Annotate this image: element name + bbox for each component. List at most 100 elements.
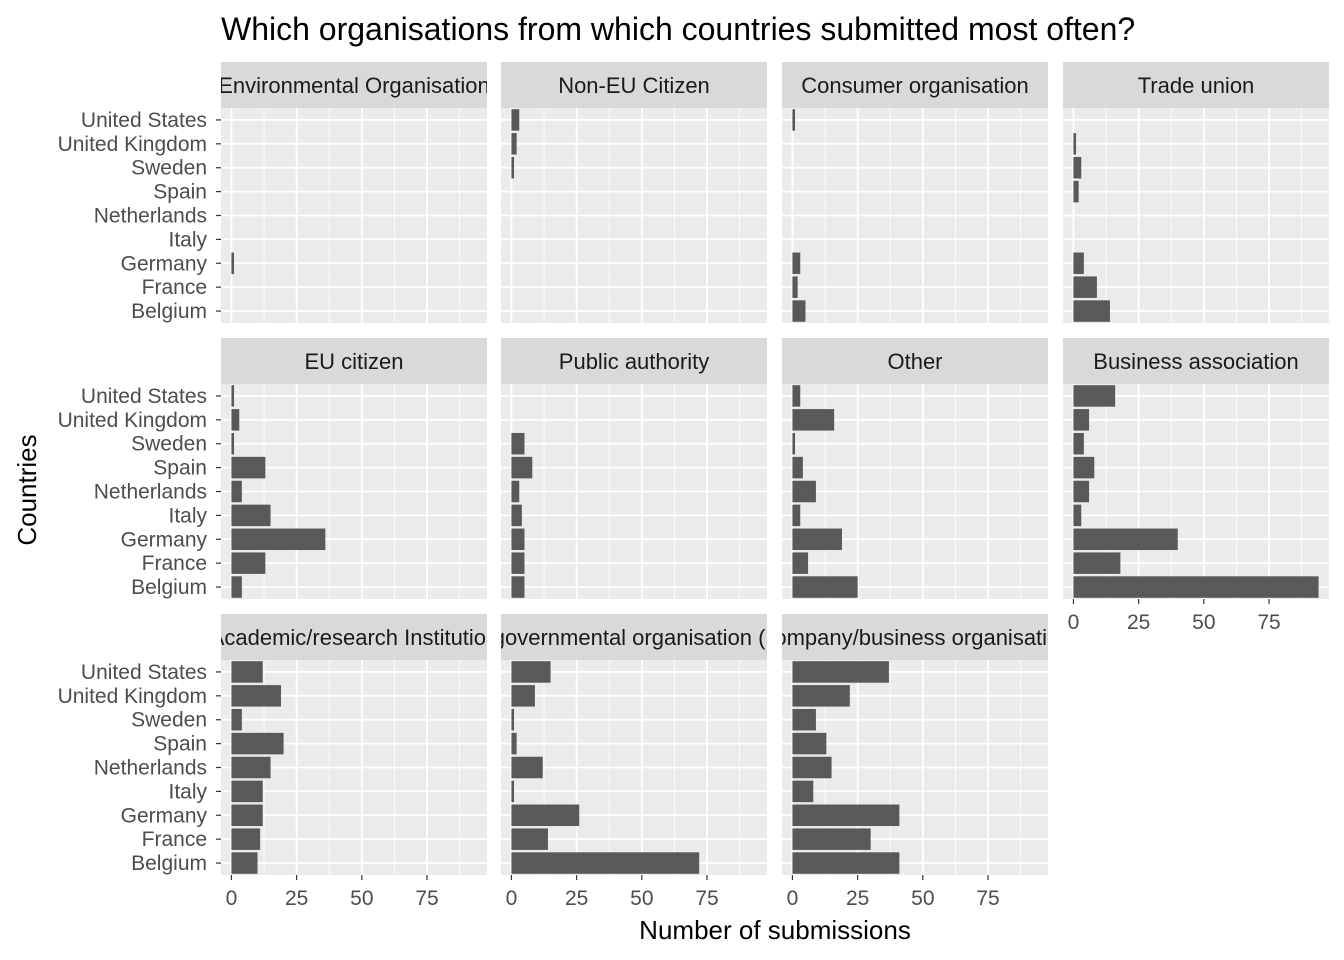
bar-belgium — [231, 852, 258, 874]
facet-strip — [221, 338, 487, 384]
bar-united-kingdom — [511, 133, 517, 155]
facet-strip-label: Public authority — [559, 349, 709, 374]
y-tick-label: Spain — [153, 733, 207, 756]
y-tick-label: Germany — [121, 528, 208, 551]
y-tick-label: Spain — [153, 457, 207, 480]
bar-germany — [511, 528, 525, 551]
bar-france — [231, 552, 266, 574]
bar-france — [1073, 276, 1097, 298]
y-tick-label: United States — [81, 385, 207, 408]
x-tick-label: 75 — [1257, 611, 1280, 634]
y-tick-label: United States — [81, 661, 207, 684]
bar-netherlands — [792, 756, 832, 779]
bar-belgium — [511, 852, 700, 874]
bar-united-states — [792, 385, 801, 407]
bar-germany — [231, 804, 263, 827]
bar-belgium — [1073, 300, 1110, 322]
facet-consumer-organisation: Consumer organisation — [782, 62, 1048, 323]
y-tick-label: France — [142, 276, 207, 299]
bar-france — [792, 276, 798, 298]
y-tick-label: United Kingdom — [58, 409, 207, 432]
facet-strip — [221, 614, 487, 660]
bar-germany — [231, 528, 326, 551]
bar-netherlands — [511, 756, 543, 779]
bar-united-kingdom — [1073, 133, 1077, 155]
y-axis-title: Countries — [12, 434, 42, 545]
facet-business-association: Business association 0 25 50 75 — [1063, 338, 1329, 634]
bar-belgium — [792, 852, 900, 874]
bar-united-states — [231, 385, 235, 407]
facet-strip-label: Company/business organisation — [758, 625, 1071, 650]
bar-italy — [231, 504, 271, 527]
bar-italy — [511, 780, 515, 803]
y-tick-label: Germany — [121, 804, 208, 827]
bar-italy — [792, 504, 801, 527]
facet-strip — [1063, 338, 1329, 384]
x-tick-label: 75 — [976, 887, 999, 910]
y-tick-label: Italy — [168, 228, 207, 251]
facet-eu-citizen: EU citizen BelgiumFranceGermanyItalyNethe… — [58, 338, 487, 599]
x-tick-label: 50 — [630, 887, 653, 910]
bar-germany — [792, 804, 900, 827]
facet-strip — [782, 338, 1048, 384]
bar-spain — [792, 732, 827, 755]
bar-france — [792, 552, 809, 574]
y-tick-label: United Kingdom — [58, 133, 207, 156]
bar-united-states — [511, 661, 551, 683]
x-tick-label: 50 — [1192, 611, 1215, 634]
bar-sweden — [511, 432, 525, 455]
x-tick-label: 25 — [565, 887, 588, 910]
facet-strip — [501, 62, 767, 108]
bar-sweden — [792, 432, 796, 455]
facet-strip — [501, 614, 767, 660]
facet-strip-label: Non-governmental organisation (NGO) — [445, 625, 823, 650]
y-tick-label: France — [142, 828, 207, 851]
bar-spain — [792, 456, 803, 479]
bar-france — [511, 828, 548, 850]
x-tick-label: 75 — [695, 887, 718, 910]
x-tick-label: 75 — [415, 887, 438, 910]
bar-belgium — [792, 576, 858, 598]
bar-united-states — [1073, 385, 1116, 407]
facet-strip-label: Trade union — [1138, 73, 1255, 98]
bar-sweden — [792, 708, 816, 731]
x-tick-label: 25 — [285, 887, 308, 910]
bar-germany — [231, 252, 235, 275]
y-tick-label: Netherlands — [94, 205, 207, 228]
bar-united-kingdom — [792, 685, 850, 707]
bar-italy — [792, 780, 814, 803]
bar-netherlands — [792, 480, 816, 503]
x-tick-label: 50 — [350, 887, 373, 910]
bar-germany — [1073, 252, 1084, 275]
bar-belgium — [1073, 576, 1319, 598]
y-tick-label: Italy — [168, 780, 207, 803]
x-tick-label: 0 — [226, 887, 238, 910]
bar-spain — [1073, 456, 1095, 479]
y-tick-label: Sweden — [131, 709, 207, 732]
facet-environmental-organisation: Environmental Organisation BelgiumFranceG… — [58, 62, 487, 323]
bar-france — [231, 828, 261, 850]
bar-united-kingdom — [511, 685, 535, 707]
facet-company-business-organisation: Company/business organisation 0 25 50 75 — [758, 614, 1071, 910]
bar-france — [1073, 552, 1121, 574]
bar-sweden — [511, 156, 515, 179]
facet-strip — [501, 338, 767, 384]
bar-belgium — [231, 576, 242, 598]
bar-sweden — [1073, 432, 1084, 455]
bar-united-kingdom — [792, 409, 835, 431]
bar-united-kingdom — [1073, 409, 1090, 431]
bar-spain — [511, 456, 533, 479]
bar-netherlands — [511, 480, 520, 503]
y-tick-label: United Kingdom — [58, 685, 207, 708]
bar-germany — [511, 804, 580, 827]
bar-sweden — [511, 708, 515, 731]
y-tick-label: Germany — [121, 252, 208, 275]
y-tick-label: Netherlands — [94, 757, 207, 780]
facet-academic-research-institution: Academic/research Institution BelgiumFran… — [58, 614, 487, 910]
x-tick-label: 50 — [911, 887, 934, 910]
bar-germany — [792, 252, 801, 275]
x-tick-label: 25 — [1127, 611, 1150, 634]
facet-public-authority: Public authority — [501, 338, 767, 599]
facet-strip-label: Non-EU Citizen — [558, 73, 710, 98]
facet-strip-label: Business association — [1093, 349, 1298, 374]
